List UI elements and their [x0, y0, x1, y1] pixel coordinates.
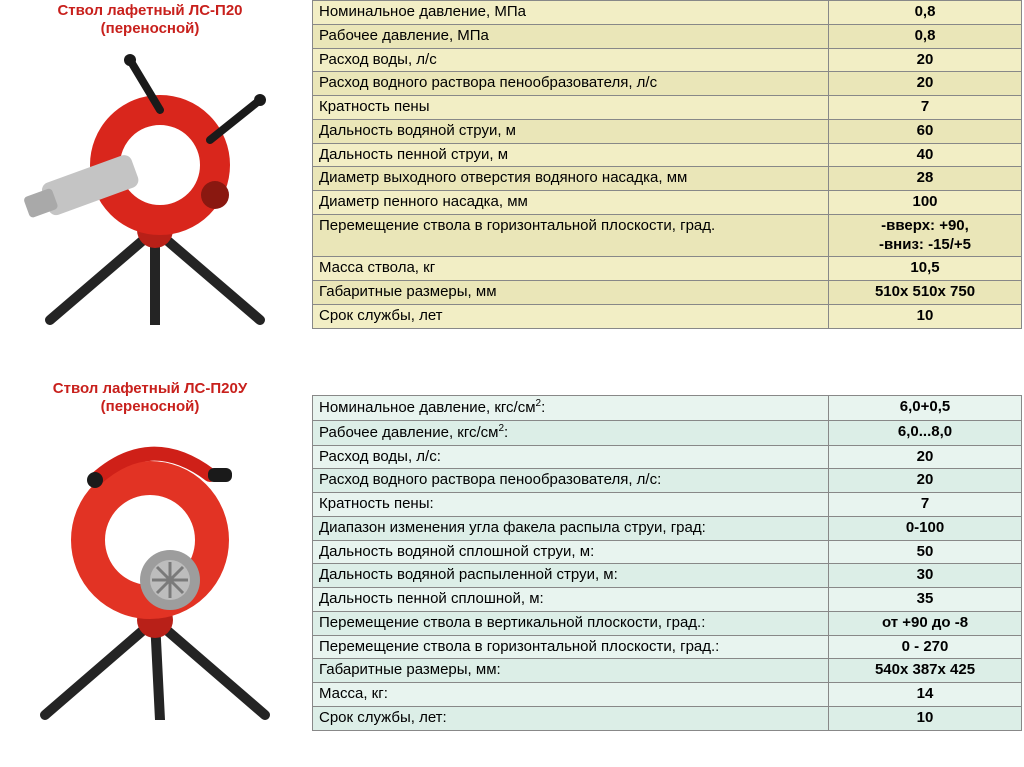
spec-label: Диапазон изменения угла факела распыла с…: [313, 516, 829, 540]
product1-title: Ствол лафетный ЛС-П20 (переносной): [0, 2, 300, 38]
spec-row: Расход водного раствора пенообразователя…: [313, 469, 1022, 493]
spec-row: Диаметр выходного отверстия водяного нас…: [313, 167, 1022, 191]
spec-label: Номинальное давление, МПа: [313, 1, 829, 25]
spec-value: 20: [829, 469, 1022, 493]
spec-label: Расход водного раствора пенообразователя…: [313, 72, 829, 96]
product2-table-wrap: Номинальное давление, кгс/см2:6,0+0,5Раб…: [312, 395, 1022, 731]
spec-label: Рабочее давление, кгс/см2:: [313, 420, 829, 445]
spec-label: Перемещение ствола в горизонтальной плос…: [313, 635, 829, 659]
spec-label: Расход водного раствора пенообразователя…: [313, 469, 829, 493]
spec-row: Диаметр пенного насадка, мм100: [313, 191, 1022, 215]
spec-row: Номинальное давление, кгс/см2:6,0+0,5: [313, 396, 1022, 421]
product2-table: Номинальное давление, кгс/см2:6,0+0,5Раб…: [312, 395, 1022, 731]
spec-label: Срок службы, лет: [313, 304, 829, 328]
spec-label: Номинальное давление, кгс/см2:: [313, 396, 829, 421]
product1-table: Номинальное давление, МПа0,8Рабочее давл…: [312, 0, 1022, 329]
spec-value: 0-100: [829, 516, 1022, 540]
spec-label: Габаритные размеры, мм: [313, 281, 829, 305]
spec-value: -вверх: +90, -вниз: -15/+5: [829, 214, 1022, 257]
spec-value: 20: [829, 48, 1022, 72]
product2-title: Ствол лафетный ЛС-П20У (переносной): [0, 380, 300, 416]
spec-value: 10: [829, 706, 1022, 730]
spec-value: 20: [829, 72, 1022, 96]
page: Ствол лафетный ЛС-П20 (переносной): [0, 0, 1024, 767]
spec-value: 14: [829, 683, 1022, 707]
spec-label: Перемещение ствола в вертикальной плоско…: [313, 611, 829, 635]
spec-row: Рабочее давление, кгс/см2:6,0...8,0: [313, 420, 1022, 445]
spec-label: Масса, кг:: [313, 683, 829, 707]
spec-label: Диаметр выходного отверстия водяного нас…: [313, 167, 829, 191]
spec-value: 6,0...8,0: [829, 420, 1022, 445]
spec-label: Расход воды, л/с:: [313, 445, 829, 469]
spec-value: 40: [829, 143, 1022, 167]
spec-row: Габаритные размеры, мм:540х 387х 425: [313, 659, 1022, 683]
spec-label: Диаметр пенного насадка, мм: [313, 191, 829, 215]
product1-table-wrap: Номинальное давление, МПа0,8Рабочее давл…: [312, 0, 1022, 329]
spec-row: Диапазон изменения угла факела распыла с…: [313, 516, 1022, 540]
spec-row: Перемещение ствола в вертикальной плоско…: [313, 611, 1022, 635]
spec-row: Расход воды, л/с:20: [313, 445, 1022, 469]
spec-value: 540х 387х 425: [829, 659, 1022, 683]
spec-label: Дальность водяной струи, м: [313, 119, 829, 143]
spec-row: Кратность пены7: [313, 96, 1022, 120]
spec-value: 30: [829, 564, 1022, 588]
spec-value: 50: [829, 540, 1022, 564]
spec-value: от +90 до -8: [829, 611, 1022, 635]
spec-label: Срок службы, лет:: [313, 706, 829, 730]
spec-label: Дальность пенной струи, м: [313, 143, 829, 167]
spec-row: Расход воды, л/с20: [313, 48, 1022, 72]
spec-label: Дальность водяной сплошной струи, м:: [313, 540, 829, 564]
product1-image: [10, 45, 300, 325]
spec-row: Кратность пены:7: [313, 493, 1022, 517]
product2-title-line2: (переносной): [101, 398, 200, 415]
spec-value: 0 - 270: [829, 635, 1022, 659]
spec-label: Перемещение ствола в горизонтальной плос…: [313, 214, 829, 257]
spec-label: Дальность водяной распыленной струи, м:: [313, 564, 829, 588]
spec-value: 0,8: [829, 1, 1022, 25]
spec-value: 7: [829, 96, 1022, 120]
spec-row: Габаритные размеры, мм510х 510х 750: [313, 281, 1022, 305]
spec-row: Масса ствола, кг10,5: [313, 257, 1022, 281]
spec-value: 35: [829, 588, 1022, 612]
spec-row: Дальность пенной сплошной, м:35: [313, 588, 1022, 612]
spec-label: Рабочее давление, МПа: [313, 24, 829, 48]
spec-value: 60: [829, 119, 1022, 143]
spec-row: Рабочее давление, МПа0,8: [313, 24, 1022, 48]
spec-value: 20: [829, 445, 1022, 469]
spec-value: 100: [829, 191, 1022, 215]
spec-value: 10: [829, 304, 1022, 328]
spec-value: 510х 510х 750: [829, 281, 1022, 305]
product1-title-line1: Ствол лафетный ЛС-П20: [57, 2, 242, 19]
spec-value: 28: [829, 167, 1022, 191]
fire-monitor-ls-p20u-icon: [10, 420, 300, 720]
product2-title-line1: Ствол лафетный ЛС-П20У: [53, 380, 247, 397]
spec-label: Габаритные размеры, мм:: [313, 659, 829, 683]
spec-row: Расход водного раствора пенообразователя…: [313, 72, 1022, 96]
spec-label: Дальность пенной сплошной, м:: [313, 588, 829, 612]
spec-value: 10,5: [829, 257, 1022, 281]
spec-row: Дальность пенной струи, м40: [313, 143, 1022, 167]
spec-row: Перемещение ствола в горизонтальной плос…: [313, 635, 1022, 659]
spec-value: 7: [829, 493, 1022, 517]
spec-row: Дальность водяной распыленной струи, м:3…: [313, 564, 1022, 588]
spec-label: Масса ствола, кг: [313, 257, 829, 281]
product1-title-line2: (переносной): [101, 20, 200, 37]
spec-value: 0,8: [829, 24, 1022, 48]
spec-row: Дальность водяной струи, м60: [313, 119, 1022, 143]
spec-label: Кратность пены: [313, 96, 829, 120]
spec-row: Масса, кг:14: [313, 683, 1022, 707]
spec-row: Перемещение ствола в горизонтальной плос…: [313, 214, 1022, 257]
fire-monitor-ls-p20-icon: [10, 45, 300, 325]
spec-row: Номинальное давление, МПа0,8: [313, 1, 1022, 25]
spec-label: Кратность пены:: [313, 493, 829, 517]
spec-row: Дальность водяной сплошной струи, м:50: [313, 540, 1022, 564]
spec-row: Срок службы, лет10: [313, 304, 1022, 328]
spec-label: Расход воды, л/с: [313, 48, 829, 72]
spec-row: Срок службы, лет:10: [313, 706, 1022, 730]
spec-value: 6,0+0,5: [829, 396, 1022, 421]
product2-image: [10, 420, 300, 720]
